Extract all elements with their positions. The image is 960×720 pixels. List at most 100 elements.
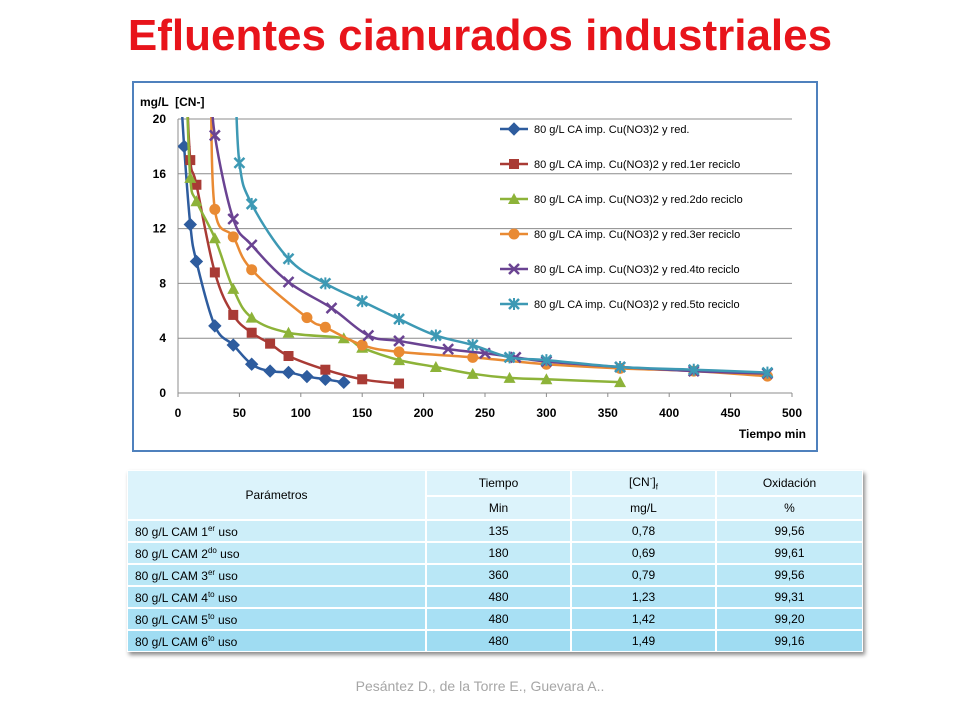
data-point — [227, 282, 240, 294]
row-cn: 0,69 — [571, 542, 716, 564]
legend-label: 80 g/L CA imp. Cu(NO3)2 y red.1er recicl… — [534, 159, 740, 171]
row-cn: 0,78 — [571, 520, 716, 542]
data-point — [540, 354, 553, 367]
data-point — [282, 276, 295, 288]
y-tick-label: 8 — [159, 276, 166, 290]
slide-title: Efluentes cianurados industriales — [127, 11, 833, 60]
legend-item: 80 g/L CA imp. Cu(NO3)2 y red.4to recicl… — [500, 263, 740, 276]
row-tiempo: 360 — [426, 564, 571, 586]
data-point — [300, 369, 314, 384]
header-cn: [CN-]f — [571, 470, 716, 496]
legend-item: 80 g/L CA imp. Cu(NO3)2 y red.2do recicl… — [500, 193, 743, 206]
data-point — [356, 339, 368, 351]
legend-marker — [508, 298, 520, 310]
legend-marker — [508, 263, 520, 275]
data-point — [319, 277, 332, 290]
data-point — [281, 365, 296, 380]
x-tick-label: 350 — [598, 406, 618, 420]
data-point — [337, 375, 351, 390]
row-label: 80 g/L CAM 6to uso — [127, 630, 426, 652]
data-point — [208, 319, 222, 333]
data-point — [393, 354, 406, 366]
table-row: 80 g/L CAM 6to uso 480 1,49 99,16 — [127, 630, 863, 652]
data-point — [245, 239, 258, 251]
data-point — [687, 363, 700, 376]
footer-credit: Pesántez D., de la Torre E., Guevara A.. — [355, 678, 605, 694]
row-tiempo: 480 — [426, 586, 571, 608]
x-tick-label: 400 — [659, 406, 679, 420]
data-point — [467, 351, 479, 363]
table-row: 80 g/L CAM 1er uso 135 0,78 99,56 — [127, 520, 863, 542]
row-label: 80 g/L CAM 2do uso — [127, 542, 426, 564]
legend-label: 80 g/L CA imp. Cu(NO3)2 y red.2do recicl… — [534, 194, 743, 206]
data-point — [318, 372, 333, 387]
legend-item: 80 g/L CA imp. Cu(NO3)2 y red.5to recicl… — [500, 298, 740, 311]
data-point — [614, 376, 627, 388]
row-cn: 0,79 — [571, 564, 716, 586]
data-point — [761, 366, 774, 379]
y-tick-label: 12 — [153, 222, 167, 236]
data-point — [190, 195, 203, 207]
y-tick-label: 20 — [153, 112, 167, 126]
row-tiempo: 180 — [426, 542, 571, 564]
data-point — [189, 254, 204, 269]
chart-legend: 80 g/L CA imp. Cu(NO3)2 y red. 80 g/L CA … — [500, 122, 743, 311]
data-point — [503, 351, 516, 364]
row-cn: 1,23 — [571, 586, 716, 608]
data-point — [209, 203, 221, 215]
table-row: 80 g/L CAM 2do uso 180 0,69 99,61 — [127, 542, 863, 564]
x-tick-label: 200 — [414, 406, 434, 420]
series-2 — [185, 117, 405, 389]
legend-marker — [507, 122, 521, 136]
x-tick-label: 0 — [175, 406, 182, 420]
data-point — [228, 309, 239, 320]
table-units-row: Min mg/L % — [127, 496, 863, 520]
row-label: 80 g/L CAM 4to uso — [127, 586, 426, 608]
data-point — [184, 171, 197, 183]
y-tick-label: 4 — [159, 331, 166, 345]
data-point — [208, 129, 221, 142]
x-axis-label: Tiempo min — [739, 427, 806, 441]
y-axis-label: mg/L [CN-] — [140, 95, 204, 109]
chart-series — [178, 117, 774, 390]
series-1 — [178, 117, 351, 390]
x-tick-label: 300 — [536, 406, 556, 420]
data-point — [282, 252, 295, 265]
row-oxidacion: 99,16 — [716, 630, 863, 652]
data-point — [191, 179, 202, 190]
table-row: 80 g/L CAM 5to uso 480 1,42 99,20 — [127, 608, 863, 630]
unit-oxidacion: % — [716, 496, 863, 520]
x-tick-label: 500 — [782, 406, 802, 420]
row-label: 80 g/L CAM 5to uso — [127, 608, 426, 630]
data-point — [283, 351, 294, 362]
series-6 — [233, 117, 774, 379]
data-point — [183, 217, 197, 232]
data-point — [393, 346, 405, 358]
unit-tiempo: Min — [426, 496, 571, 520]
legend-label: 80 g/L CA imp. Cu(NO3)2 y red. — [534, 124, 690, 136]
row-tiempo: 135 — [426, 520, 571, 542]
data-point — [227, 213, 240, 225]
header-tiempo: Tiempo — [426, 470, 571, 496]
y-tick-label: 0 — [159, 386, 166, 400]
table-row: 80 g/L CAM 4to uso 480 1,23 99,31 — [127, 586, 863, 608]
x-tick-label: 50 — [233, 406, 247, 420]
x-tick-label: 450 — [721, 406, 741, 420]
data-point — [227, 231, 239, 243]
row-oxidacion: 99,20 — [716, 608, 863, 630]
row-oxidacion: 99,56 — [716, 520, 863, 542]
data-point — [357, 374, 368, 385]
data-point — [466, 339, 479, 352]
data-point — [263, 364, 277, 378]
data-point — [244, 357, 259, 371]
y-tick-label: 16 — [153, 167, 167, 181]
data-point — [442, 343, 455, 356]
data-point — [245, 197, 258, 210]
row-label: 80 g/L CAM 3er uso — [127, 564, 426, 586]
data-point — [394, 378, 405, 389]
legend-item: 80 g/L CA imp. Cu(NO3)2 y red.1er recicl… — [500, 159, 740, 171]
data-point — [429, 329, 442, 342]
legend-marker — [508, 228, 520, 240]
data-point — [466, 367, 479, 379]
